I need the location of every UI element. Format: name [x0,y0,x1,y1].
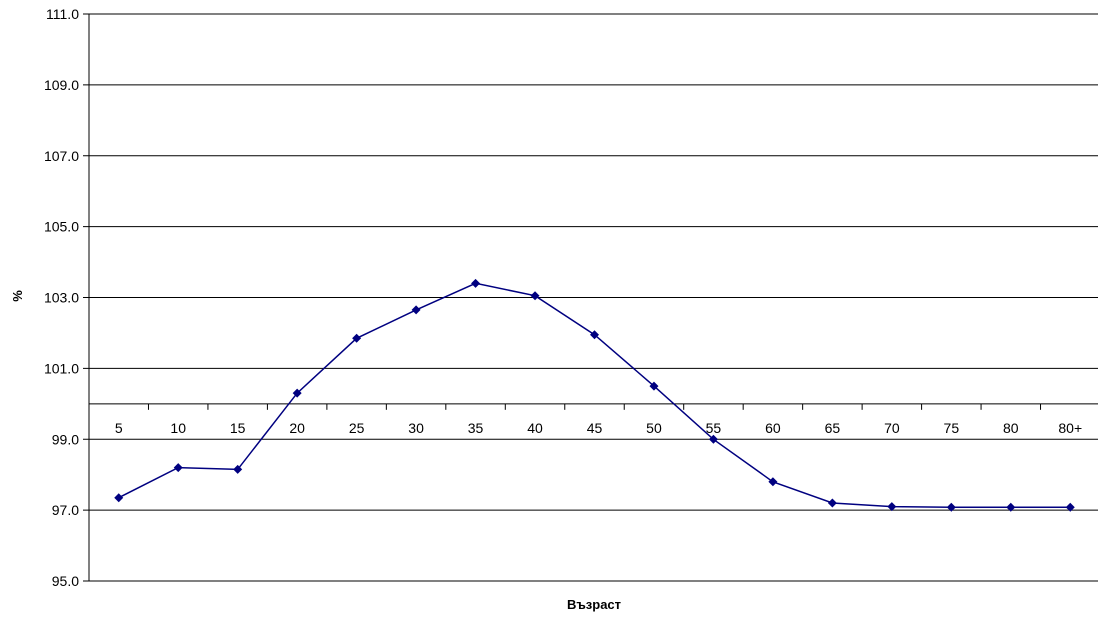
x-tick-label: 55 [706,420,722,436]
data-point [292,388,302,398]
x-tick-label: 45 [587,420,603,436]
tick-labels: 95.0 97.0 99.0 101.0 103.0 105.0 107.0 109.0 111… [44,6,1082,589]
x-tick-label: 70 [884,420,900,436]
y-tick-label: 105.0 [44,219,79,235]
data-point [768,477,778,487]
x-tick-label: 40 [527,420,543,436]
y-tick-label: 99.0 [52,431,79,447]
gridlines [89,13,1098,582]
x-tick-label: 35 [468,420,484,436]
data-point [411,305,421,315]
axes [83,13,1098,582]
series-line [118,282,1071,509]
data-point [352,333,362,343]
data-point [827,498,837,508]
data-point [887,502,897,512]
y-tick-label: 111.0 [46,6,79,22]
y-tick-label: 103.0 [44,290,79,306]
data-point [708,434,718,444]
data-point [173,463,183,473]
x-tick-label: 25 [349,420,365,436]
data-point [1065,502,1075,512]
x-tick-label: 60 [765,420,781,436]
x-tick-label: 10 [170,420,186,436]
x-tick-label: 75 [944,420,960,436]
data-point [114,493,124,503]
y-tick-label: 95.0 [52,573,79,589]
data-point [649,381,659,391]
y-axis-title: % [10,290,25,302]
data-point [590,330,599,340]
data-point [946,502,956,512]
x-tick-label: 65 [825,420,841,436]
y-tick-label: 97.0 [52,502,79,518]
series [114,278,1075,512]
y-tick-label: 109.0 [44,77,79,93]
data-point [233,464,243,474]
x-tick-label: 80+ [1058,420,1082,436]
x-tick-label: 30 [408,420,424,436]
y-tick-label: 107.0 [44,148,79,164]
x-tick-label: 5 [115,420,123,436]
data-point [471,278,481,288]
y-tick-label: 101.0 [44,360,79,376]
x-tick-label: 20 [289,420,305,436]
x-tick-label: 80 [1003,420,1019,436]
x-axis-title: Възраст [567,597,621,612]
x-tick-label: 50 [646,420,662,436]
data-point [1006,502,1016,512]
x-tick-label: 15 [230,420,246,436]
data-point [530,291,540,301]
